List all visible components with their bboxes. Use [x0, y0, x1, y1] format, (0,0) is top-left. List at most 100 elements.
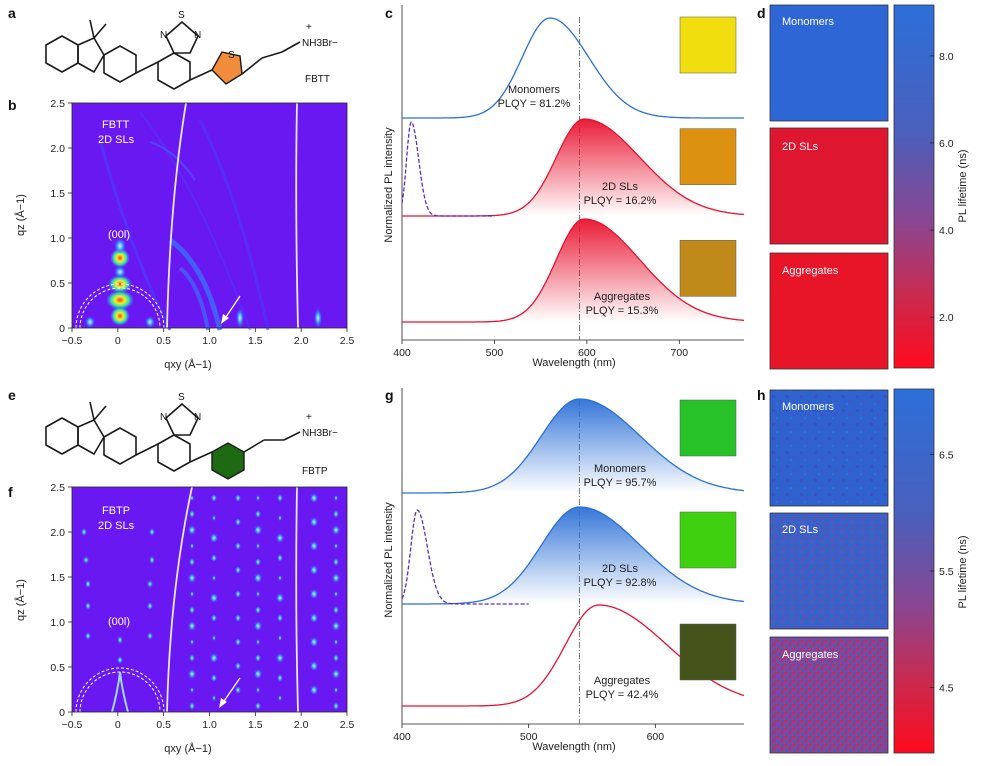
giwaxs-f-plot — [72, 487, 347, 712]
giwaxs-b-ytick-label: 0.5 — [50, 278, 65, 290]
fbtp-ammonium: NH3Br− — [302, 428, 338, 439]
bragg-spot — [190, 495, 194, 501]
bragg-spot — [310, 541, 318, 551]
fbtt-plus: + — [306, 22, 312, 33]
bragg-spot — [147, 602, 153, 610]
spectra-c-series-2-name: 2D SLs — [602, 181, 639, 193]
lifetime-h-tile-3 — [769, 636, 889, 754]
spectra-g-series-1-name: Monomers — [594, 463, 646, 475]
bragg-spot — [85, 632, 91, 640]
giwaxs-b-xtick-label: 1.0 — [202, 335, 217, 347]
lifetime-h-tile-1-label: Monomers — [782, 401, 834, 413]
giwaxs-b-label-1: FBTT — [102, 119, 130, 131]
giwaxs-f-ytick-label: 2.0 — [50, 527, 65, 539]
bragg-spot — [81, 528, 87, 536]
giwaxs-f-xtick-label: 2.0 — [294, 719, 309, 731]
bragg-spot — [332, 669, 340, 679]
bragg-spot — [310, 637, 318, 647]
bragg-spot — [188, 525, 196, 535]
spectra-g-series-2-name: 2D SLs — [602, 563, 639, 575]
bragg-spot — [334, 687, 338, 693]
panel-label-b: b — [8, 97, 17, 113]
spectra-g-swatch — [679, 511, 737, 569]
fbtt-name: FBTT — [305, 74, 330, 85]
giwaxs-b-xtick-label: 1.5 — [248, 335, 263, 347]
bragg-spot — [212, 695, 216, 701]
spectra-c-series-1-name: Monomers — [508, 84, 560, 96]
spectra-c-series-line — [402, 218, 745, 323]
giwaxs-b-xtick-label: 2.0 — [294, 335, 309, 347]
bragg-spot — [256, 591, 260, 597]
spectra-g-swatch — [679, 399, 737, 457]
lifetime-h-colorbar — [893, 388, 935, 754]
spectra-g-series-3-plqy: PLQY = 42.4% — [586, 689, 659, 701]
bragg-spot — [256, 639, 260, 645]
bragg-spot — [278, 515, 282, 521]
bragg-spot — [254, 525, 262, 535]
spectra-c-swatch — [679, 128, 737, 185]
bragg-spot — [210, 533, 218, 543]
bragg-spot — [235, 518, 241, 526]
bragg-spot — [211, 614, 217, 622]
fbtt-thiophene-s: S — [228, 50, 235, 61]
fbtp-plus: + — [306, 412, 312, 423]
giwaxs-f: FBTP 2D SLs (00l) −0.5 0 0.5 1.0 1.5 2.0 2.500… — [14, 482, 354, 755]
lifetime-h-tile-1 — [769, 389, 889, 507]
bragg-spot — [190, 543, 194, 549]
bragg-spot — [212, 575, 216, 581]
bragg-spot — [83, 556, 89, 564]
giwaxs-f-xtick-label: 1.0 — [202, 719, 217, 731]
bragg-spot — [334, 639, 338, 645]
spectra-c-xtick-label: 700 — [671, 347, 689, 359]
bragg-spot — [235, 662, 241, 670]
bragg-spot — [310, 517, 318, 527]
giwaxs-f-ytick-label: 2.5 — [50, 482, 65, 494]
bragg-spot — [310, 589, 318, 599]
bragg-spot — [235, 638, 241, 646]
giwaxs-b-ytick-label: 1.5 — [50, 188, 65, 200]
spectra-c-series-2-plqy: PLQY = 16.2% — [584, 195, 657, 207]
giwaxs-b-ytick-label: 2.0 — [50, 143, 65, 155]
lifetime-h-colorbar-tick-label: 4.5 — [939, 682, 954, 694]
bragg-spot — [255, 702, 261, 710]
fbtt-ammonium: NH3Br− — [302, 38, 338, 49]
panel-label-c: c — [385, 5, 393, 21]
giwaxs-b-ytick-label: 1.0 — [50, 233, 65, 245]
giwaxs-f-ytick-label: 0.5 — [50, 662, 65, 674]
spectra-g-series-fill — [402, 399, 744, 493]
bragg-spot — [332, 573, 340, 583]
giwaxs-f-xtick-label: 0 — [115, 719, 121, 731]
molecule-fbtp: S N N + NH3Br− FBTP — [45, 392, 338, 480]
bragg-spot — [334, 495, 338, 501]
bragg-spot — [189, 606, 195, 614]
spectra-c-series-fill — [402, 119, 744, 216]
bragg-spot — [255, 510, 261, 518]
panel-label-a: a — [8, 5, 16, 21]
giwaxs-b-ylabel: qz (Å−1) — [14, 194, 27, 236]
bragg-spot — [277, 674, 283, 682]
bragg-spot — [333, 654, 339, 662]
spectra-g-series-fill — [402, 507, 744, 604]
bragg-spot — [188, 669, 196, 679]
bragg-spot — [277, 494, 283, 502]
bragg-spot — [212, 515, 216, 521]
giwaxs-b-xtick-label: 2.5 — [340, 335, 355, 347]
panel-label-h: h — [757, 387, 766, 403]
giwaxs-f-xtick-label: −0.5 — [62, 719, 83, 731]
bragg-spot — [333, 510, 339, 518]
giwaxs-b-xtick-label: 0.5 — [156, 335, 171, 347]
lifetime-d-colorbar-tick-label: 8.0 — [939, 51, 954, 63]
bragg-spot — [334, 591, 338, 597]
bragg-spot — [235, 566, 241, 574]
bragg-spot — [117, 636, 123, 644]
bragg-spot — [188, 573, 196, 583]
bragg-spot — [235, 542, 241, 550]
lifetime-d-colorbar-label: PL lifetime (ns) — [957, 150, 969, 223]
fbtp-n-atom-2: N — [194, 412, 201, 423]
bragg-spot — [190, 591, 194, 597]
bragg-spot — [310, 613, 318, 623]
bragg-spot — [333, 558, 339, 566]
spectra-g-xtick-label: 500 — [520, 731, 538, 743]
lifetime-d-colorbar-tick-label: 6.0 — [939, 138, 954, 150]
bragg-spot — [310, 685, 318, 695]
